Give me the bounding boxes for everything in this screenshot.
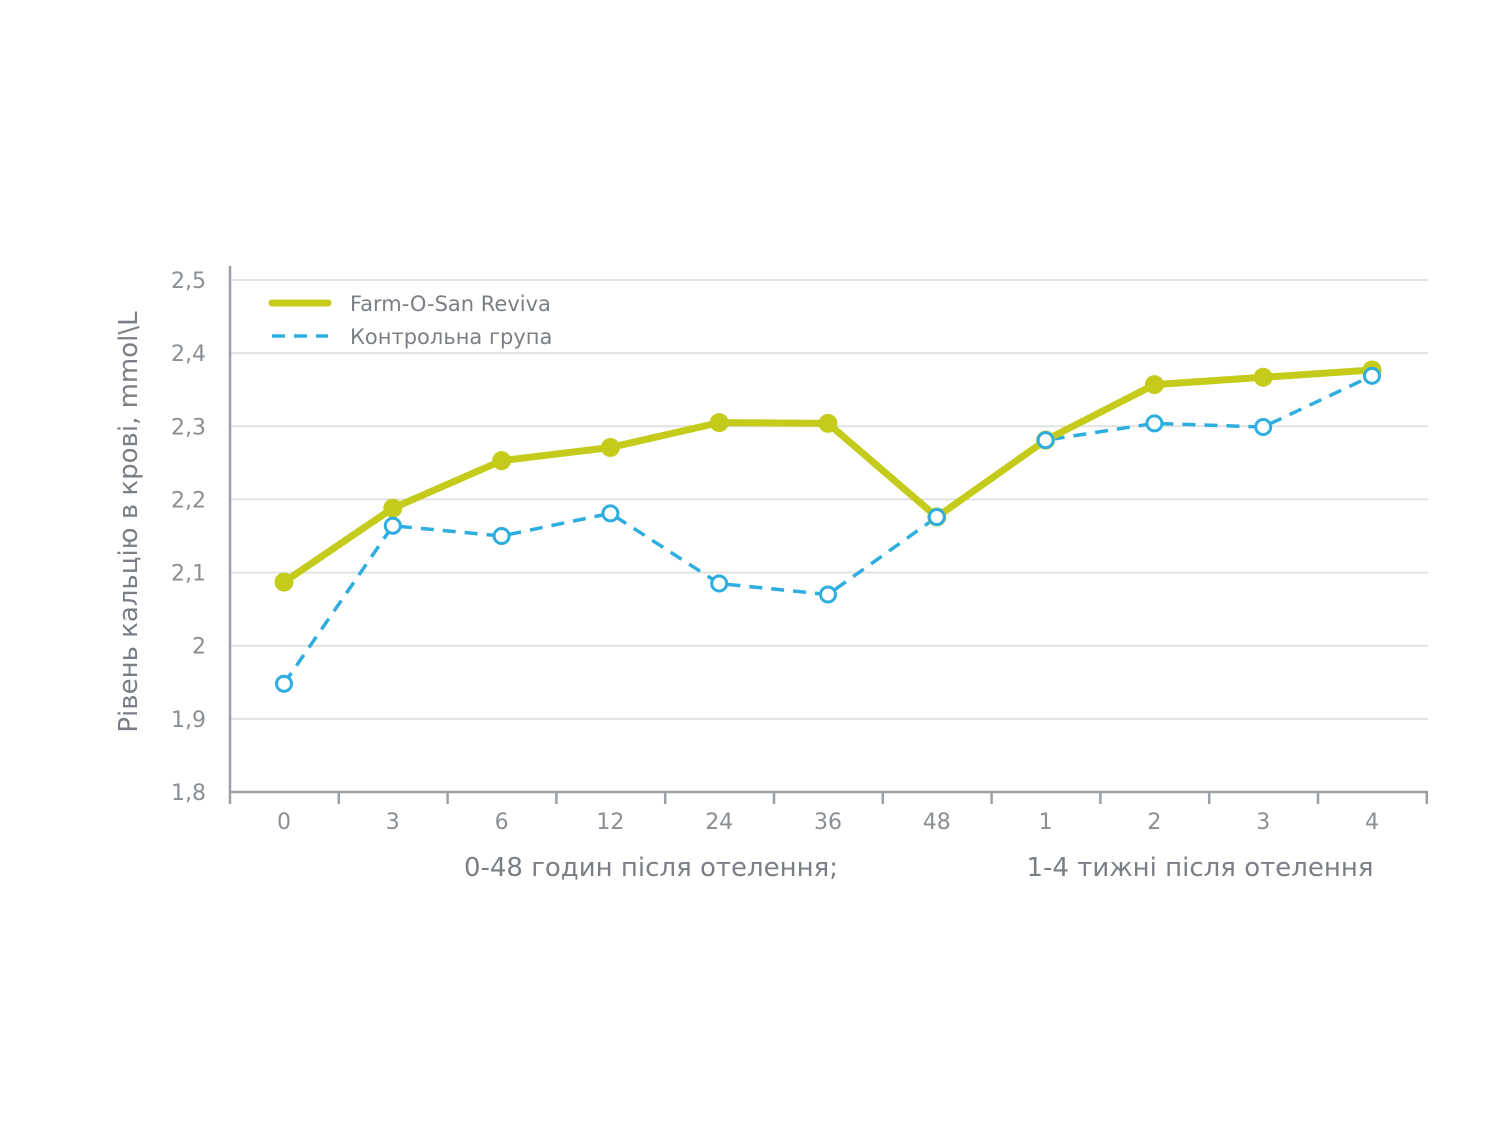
y-axis-title: Рівень кальцію в крові, mmol\L bbox=[114, 311, 144, 733]
y-tick-label: 2,4 bbox=[171, 342, 206, 367]
x-tick-label: 12 bbox=[596, 810, 624, 835]
legend: Farm-O-San Reviva Контрольна група bbox=[268, 292, 552, 349]
data-point-control bbox=[1254, 418, 1273, 437]
data-point-reviva bbox=[1144, 375, 1164, 395]
data-point-control bbox=[710, 574, 729, 593]
y-tick-label: 2,5 bbox=[171, 269, 206, 294]
data-point-control bbox=[927, 507, 946, 526]
data-point-control bbox=[1363, 366, 1381, 385]
data-point-reviva bbox=[1253, 367, 1273, 387]
x-tick-label: 48 bbox=[923, 810, 951, 835]
y-tick-label: 1,8 bbox=[171, 781, 206, 806]
data-point-reviva bbox=[600, 437, 620, 457]
data-point-reviva bbox=[492, 451, 512, 471]
series-markers bbox=[274, 360, 1382, 693]
series-line-control bbox=[282, 374, 1373, 685]
axes bbox=[228, 266, 1429, 804]
series-line-reviva bbox=[280, 366, 1376, 586]
legend-label-control: Контрольна група bbox=[350, 325, 552, 349]
data-point-control bbox=[492, 527, 511, 545]
legend-label-reviva: Farm-O-San Reviva bbox=[350, 292, 551, 316]
data-point-reviva bbox=[274, 572, 294, 592]
x-tick-label: 0 bbox=[277, 810, 291, 835]
data-point-reviva bbox=[818, 413, 838, 433]
x-axis-group-label-weeks: 1-4 тижні після отелення bbox=[1026, 853, 1373, 883]
y-tick-label: 2,3 bbox=[171, 415, 206, 440]
data-point-control bbox=[275, 674, 293, 693]
data-point-reviva bbox=[383, 498, 403, 518]
x-tick-label: 2 bbox=[1147, 810, 1161, 835]
data-point-control bbox=[383, 516, 402, 535]
data-point-control bbox=[819, 585, 837, 604]
x-tick-label: 1 bbox=[1039, 810, 1053, 835]
y-tick-label: 2,1 bbox=[171, 562, 206, 587]
data-point-control bbox=[1036, 431, 1055, 450]
tick-labels: 1,81,922,12,22,32,42,50 3 6 12 24 36 48 1 2 3 4 bbox=[171, 269, 1379, 835]
data-point-reviva bbox=[709, 413, 729, 433]
x-tick-label: 3 bbox=[1256, 810, 1270, 835]
x-tick-label: 4 bbox=[1365, 810, 1379, 835]
x-tick-label: 6 bbox=[495, 810, 509, 835]
x-axis-group-label-hours: 0-48 годин після отелення; bbox=[464, 853, 838, 883]
x-tick-label: 36 bbox=[814, 810, 842, 835]
y-tick-label: 2 bbox=[192, 635, 206, 660]
x-tick-label: 3 bbox=[386, 810, 400, 835]
data-point-control bbox=[1145, 414, 1164, 433]
y-tick-label: 1,9 bbox=[171, 708, 206, 733]
data-point-control bbox=[601, 504, 620, 523]
y-tick-label: 2,2 bbox=[171, 488, 206, 513]
x-tick-label: 24 bbox=[705, 810, 733, 835]
